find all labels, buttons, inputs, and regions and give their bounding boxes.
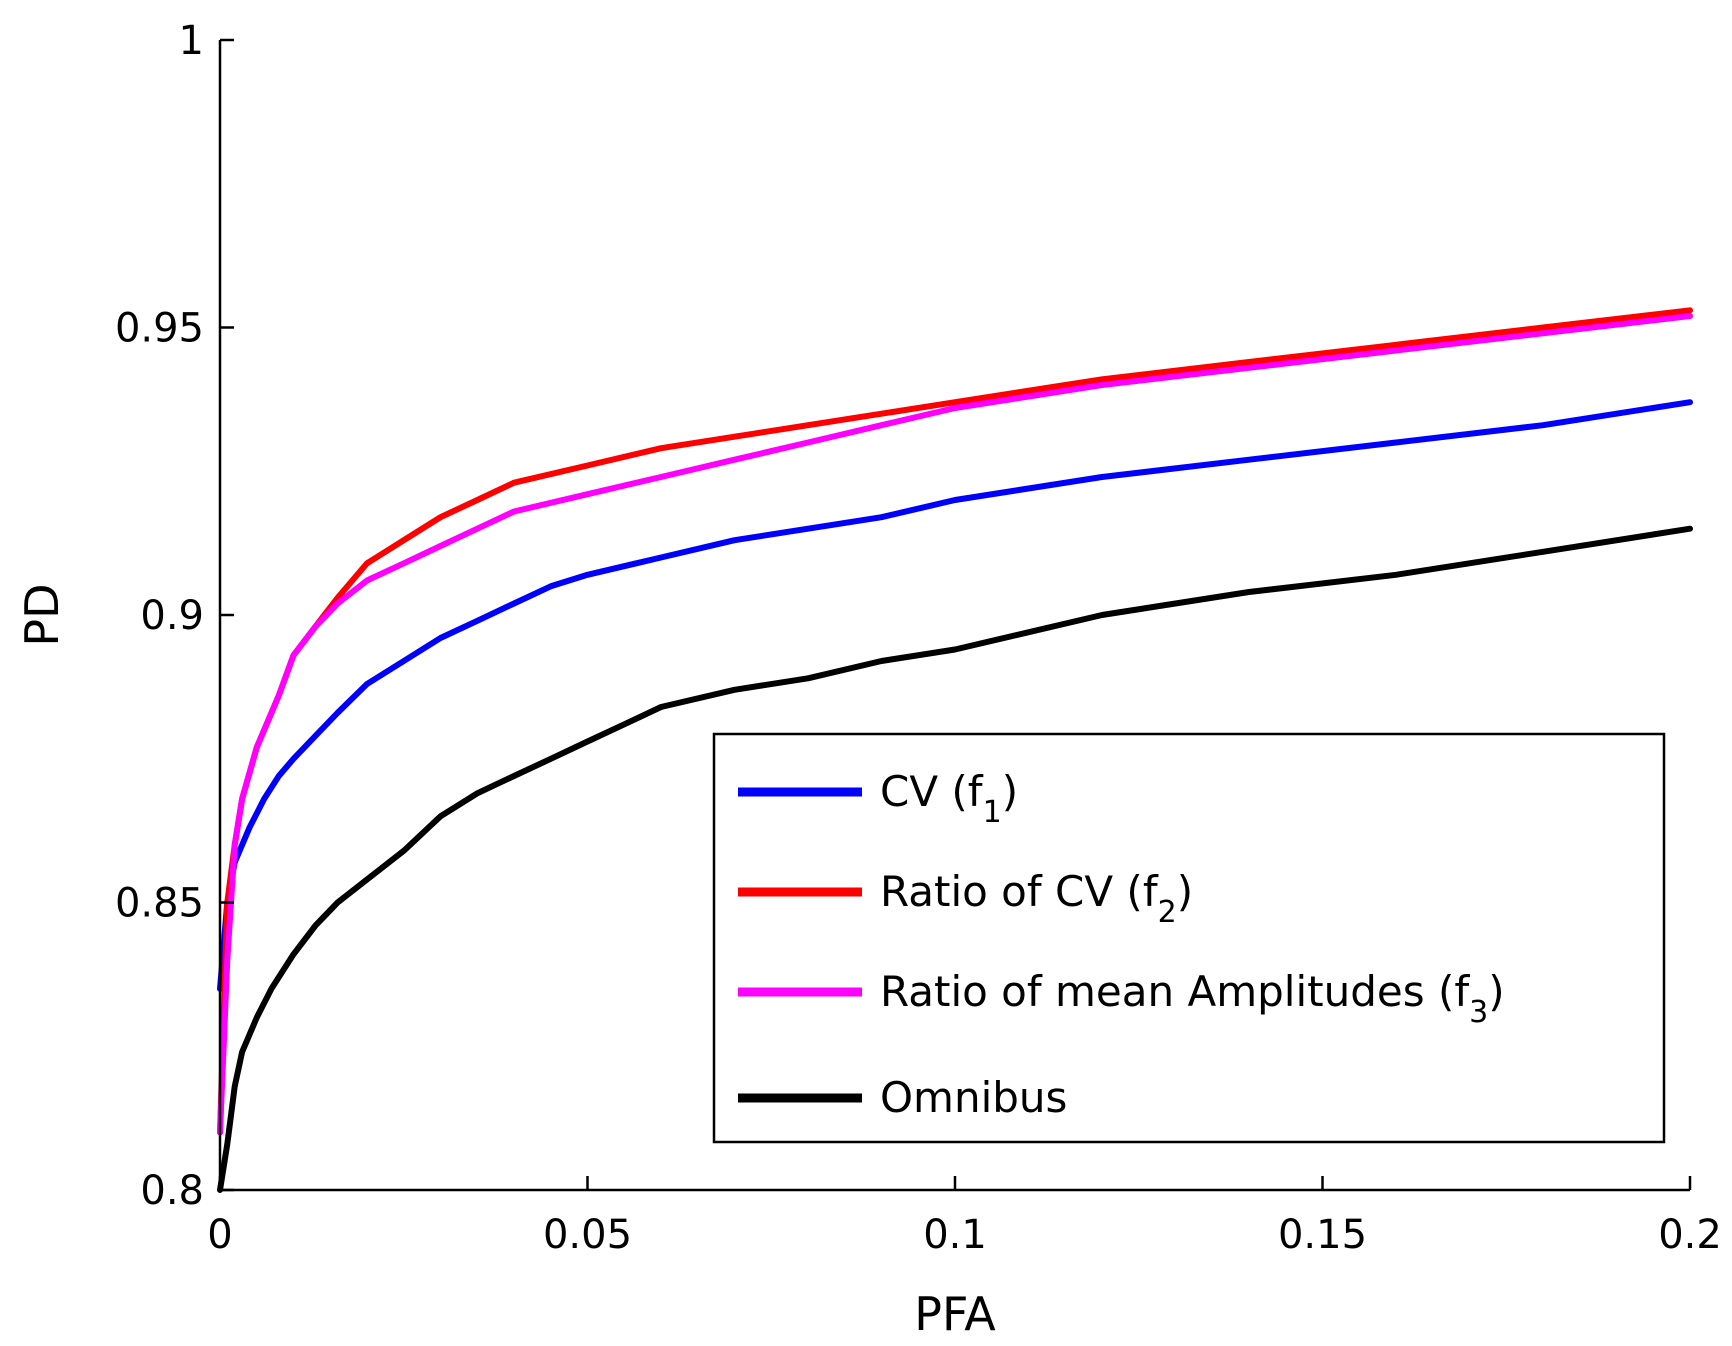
x-tick-label: 0: [207, 1212, 232, 1258]
x-tick-label: 0.1: [923, 1212, 987, 1258]
legend-series-name: CV: [880, 767, 938, 816]
legend-paren-open: (f: [938, 767, 984, 816]
y-axis-title: PD: [15, 583, 69, 646]
legend-paren-close: ): [1002, 767, 1018, 816]
series-layer: [217, 307, 1693, 1193]
x-tick-label: 0.2: [1658, 1212, 1722, 1258]
x-axis-title: PFA: [914, 1287, 996, 1341]
y-tick-label: 0.95: [115, 306, 204, 352]
legend-series-name: Omnibus: [880, 1073, 1067, 1122]
legend-label-3: Ratio of mean Amplitudes (f3): [880, 967, 1505, 1030]
legend-paren-open: (f: [1425, 967, 1471, 1016]
y-tick-label: 0.8: [140, 1168, 204, 1214]
legend-box: [712, 732, 1666, 1144]
legend-label-2: Ratio of CV (f2): [880, 867, 1193, 930]
x-tick-label: 0.15: [1278, 1212, 1367, 1258]
series-line-4: [217, 525, 1693, 1193]
y-ticks: 0.8 0.85 0.9 0.95 1: [115, 18, 234, 1214]
legend-subscript: 2: [1158, 895, 1177, 930]
y-tick-label: 0.85: [115, 881, 204, 927]
legend-subscript: 3: [1469, 995, 1488, 1030]
y-tick-label: 0.9: [140, 593, 204, 639]
legend-label-4: Omnibus: [880, 1073, 1067, 1122]
legend-paren-close: ): [1177, 867, 1193, 916]
x-ticks: 0 0.05 0.1 0.15 0.2: [207, 1176, 1722, 1258]
legend-paren-open: (f: [1113, 867, 1159, 916]
legend-label-1: CV (f1): [880, 767, 1018, 830]
legend-series-name: Ratio of mean Amplitudes: [880, 967, 1425, 1016]
series-line-3: [217, 313, 1693, 1136]
series-line-1: [217, 399, 1693, 992]
legend-subscript: 1: [983, 795, 1002, 830]
legend-series-name: Ratio of CV: [880, 867, 1113, 916]
x-tick-label: 0.05: [543, 1212, 632, 1258]
legend-paren-close: ): [1488, 967, 1504, 1016]
y-tick-label: 1: [179, 18, 204, 64]
legend: CV (f1)Ratio of CV (f2)Ratio of mean Amp…: [712, 732, 1666, 1144]
